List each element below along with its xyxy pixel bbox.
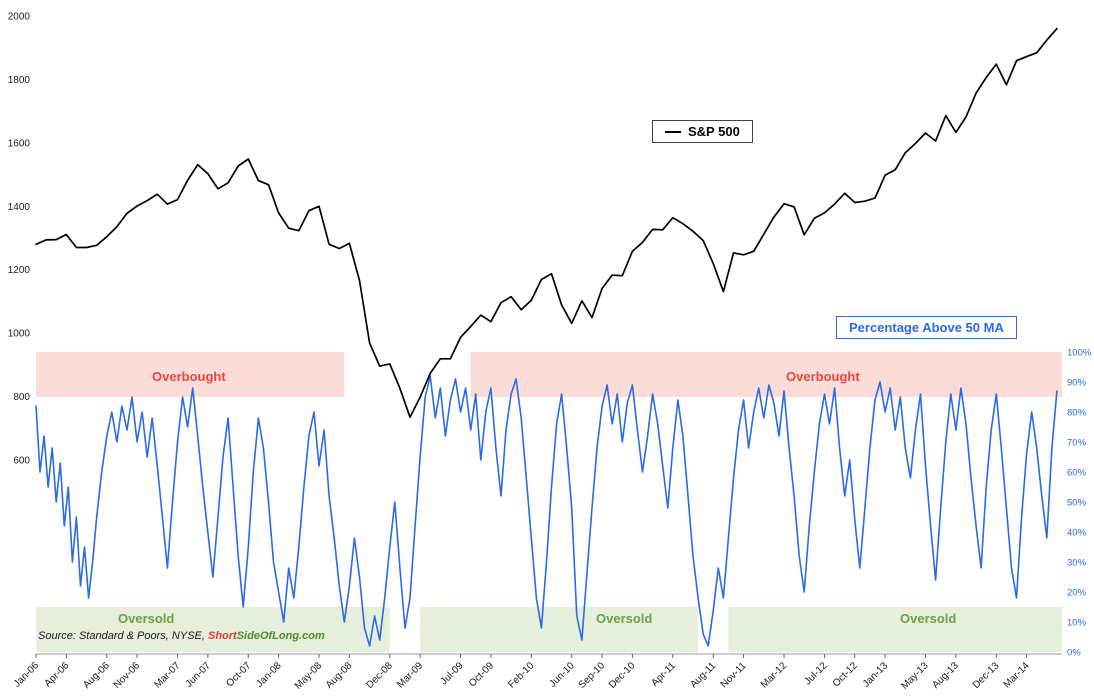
right-axis-label: 50% xyxy=(1067,498,1087,509)
overbought-label-1: Overbought xyxy=(152,369,226,384)
x-axis-label: Oct-09 xyxy=(467,660,496,689)
x-axis-label: Mar-09 xyxy=(395,660,425,690)
right-axis-label: 80% xyxy=(1067,408,1087,419)
x-axis-label: Jul-12 xyxy=(803,660,830,687)
x-axis-label: May-13 xyxy=(899,660,931,692)
line-sample-icon xyxy=(665,130,681,133)
source-brand-green: SideOfLong.com xyxy=(236,630,325,642)
x-axis-label: Aug-13 xyxy=(930,660,961,691)
oversold-band xyxy=(420,607,699,652)
x-axis-label: Dec-13 xyxy=(971,660,1002,691)
x-axis-label: Jan-13 xyxy=(861,660,891,690)
x-axis-label: Feb-10 xyxy=(506,660,536,690)
x-axis-label: Mar-12 xyxy=(759,660,789,690)
right-axis-label: 30% xyxy=(1067,558,1087,569)
right-axis-label: 60% xyxy=(1067,468,1087,479)
sp500-price-line xyxy=(35,27,1058,419)
x-axis-label: Mar-14 xyxy=(1002,660,1032,690)
left-axis-label: 1800 xyxy=(8,75,31,86)
oversold-label-2: Oversold xyxy=(596,611,653,626)
x-axis-label: Dec-08 xyxy=(364,660,395,691)
x-axis-label: Apr-11 xyxy=(649,660,678,689)
x-axis-label: Mar-07 xyxy=(152,660,182,690)
overbought-band xyxy=(36,352,345,397)
legend-sp500: S&P 500 xyxy=(652,120,753,143)
x-axis-label: Jul-09 xyxy=(439,660,466,687)
left-axis-label: 1000 xyxy=(8,329,31,340)
oversold-band xyxy=(36,607,390,652)
x-axis-label: Aug-06 xyxy=(81,660,112,691)
source-attribution: Source: Standard & Poors, NYSE, ShortSid… xyxy=(38,630,325,642)
x-axis-label: Nov-06 xyxy=(112,660,143,691)
oversold-label-1: Oversold xyxy=(118,611,175,626)
pct-above-50ma-label-box: Percentage Above 50 MA xyxy=(836,316,1017,339)
x-axis-label: Oct-07 xyxy=(224,660,253,689)
x-axis-label: Jun-07 xyxy=(184,660,214,690)
right-axis-label: 100% xyxy=(1067,348,1092,359)
overbought-band xyxy=(470,352,1062,397)
left-axis-label: 1200 xyxy=(8,265,31,276)
x-axis-label: Aug-11 xyxy=(688,660,718,690)
left-axis-label: 600 xyxy=(13,456,30,467)
right-axis-label: 10% xyxy=(1067,618,1087,629)
source-brand-red: Short xyxy=(207,630,237,642)
x-axis-label: Apr-06 xyxy=(42,660,71,689)
left-axis-label: 800 xyxy=(13,392,30,403)
x-axis-label: Oct-12 xyxy=(831,660,860,689)
x-axis-label: Jan-08 xyxy=(254,660,284,690)
right-axis-label: 0% xyxy=(1067,648,1081,659)
right-axis-label: 90% xyxy=(1067,378,1087,389)
x-axis-label: Nov-11 xyxy=(719,660,749,690)
legend-sp500-label: S&P 500 xyxy=(688,124,740,139)
left-axis-label: 1400 xyxy=(8,202,31,213)
x-axis-label: Jan-06 xyxy=(12,660,42,690)
right-axis-label: 70% xyxy=(1067,438,1087,449)
x-axis-label: Dec-10 xyxy=(607,660,638,691)
x-axis-label: May-08 xyxy=(293,660,325,692)
oversold-band xyxy=(728,607,1062,652)
x-axis-label: Aug-08 xyxy=(324,660,355,691)
right-axis-label: 20% xyxy=(1067,588,1087,599)
right-axis-label: 40% xyxy=(1067,528,1087,539)
x-axis-label: Sep-10 xyxy=(577,660,608,691)
x-axis-label: Jun-10 xyxy=(547,660,577,690)
left-axis-label: 1600 xyxy=(8,138,31,149)
oversold-label-3: Oversold xyxy=(900,611,957,626)
left-axis-label: 2000 xyxy=(8,12,31,23)
overbought-label-2: Overbought xyxy=(786,369,860,384)
source-prefix: Source: Standard & Poors, NYSE, xyxy=(38,630,208,642)
pct-above-50ma-line xyxy=(35,375,1058,647)
